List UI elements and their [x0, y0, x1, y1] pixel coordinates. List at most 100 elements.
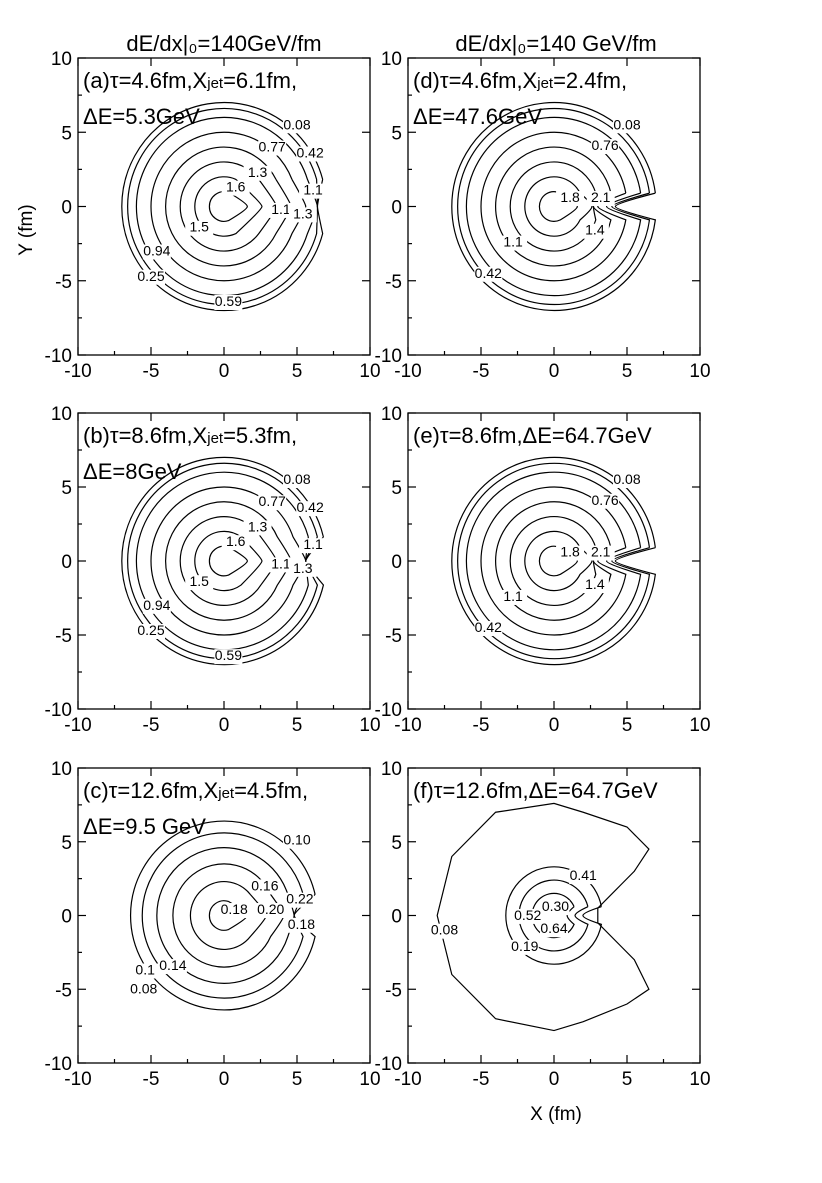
contour-label: 0.42	[297, 499, 324, 515]
y-tick-label: -5	[385, 626, 402, 647]
x-tick-label: 5	[622, 1069, 633, 1090]
contour-label-bg	[158, 959, 187, 975]
contour-label: 0.59	[215, 647, 242, 663]
contour-label: 0.77	[259, 493, 286, 509]
contour-label-bg	[556, 545, 585, 561]
x-tick-label: 10	[359, 361, 380, 382]
x-tick-label: 0	[219, 1069, 230, 1090]
contour-line	[524, 176, 593, 237]
contour-label-bg	[256, 903, 285, 919]
y-tick-label: -10	[45, 1054, 72, 1075]
contour-label-bg	[131, 963, 160, 979]
contour-label: 1.4	[585, 576, 605, 592]
column-title-left: dE/dx|₀=140GeV/fm	[126, 31, 321, 56]
contour-line	[505, 866, 603, 965]
contour-label: 1.6	[226, 179, 246, 195]
x-tick-label: 10	[359, 715, 380, 736]
contour-label: 1.5	[189, 219, 209, 235]
contour-label: 1.1	[503, 588, 523, 604]
contour-label: 1.1	[303, 536, 323, 552]
contour-label-bg	[591, 493, 620, 509]
contour-label: 0.41	[570, 867, 597, 883]
contour-label-bg	[580, 578, 609, 594]
contour-label-bg	[283, 473, 311, 489]
contour-label-bg	[580, 223, 609, 239]
y-tick-label: 5	[61, 123, 72, 144]
y-tick-label: 5	[391, 833, 402, 854]
contour-label-bg	[243, 165, 272, 181]
y-tick-label: -5	[385, 272, 402, 293]
contour-label-bg	[287, 917, 316, 933]
contour-label-bg	[591, 139, 620, 155]
y-tick-label: -10	[45, 700, 72, 721]
x-tick-label: 5	[622, 361, 633, 382]
panel-annotation-rest: =4.5fm,	[234, 778, 308, 803]
contour-label: 0.42	[475, 619, 502, 635]
contour-label-bg	[285, 892, 314, 908]
contour-label: 0.94	[143, 597, 170, 613]
y-tick-label: -10	[375, 346, 402, 367]
contour-label-bg	[613, 473, 641, 489]
y-tick-label: -5	[55, 626, 72, 647]
contour-lines	[436, 802, 650, 1032]
contour-label: 0.42	[475, 265, 502, 281]
contour-line	[194, 176, 263, 237]
contour-label: 0.30	[542, 898, 569, 914]
contour-label: 0.14	[159, 957, 186, 973]
contour-label: 0.22	[286, 891, 313, 907]
x-tick-label: 5	[292, 361, 303, 382]
x-tick-label: 0	[219, 361, 230, 382]
contour-label-bg	[296, 501, 325, 517]
panel-annotation-rest: =6.1fm,	[223, 68, 297, 93]
x-tick-label: -5	[473, 715, 490, 736]
x-tick-label: 10	[359, 1069, 380, 1090]
y-tick-label: 0	[61, 552, 72, 573]
contour-line	[524, 530, 593, 592]
contour-label: 0.10	[283, 832, 310, 848]
contour-label: 0.08	[613, 116, 640, 132]
panel-annotation: (c)τ=12.6fm,Xjet=4.5fm,	[83, 778, 308, 803]
contour-label-bg	[430, 923, 459, 939]
contour-label-bg	[221, 535, 250, 551]
contour-label: 0.25	[137, 622, 164, 638]
contour-label: 1.1	[503, 234, 523, 250]
contour-line	[480, 486, 627, 636]
y-tick-label: -10	[375, 1054, 402, 1075]
contour-label: 0.25	[137, 268, 164, 284]
y-tick-label: -10	[45, 346, 72, 367]
x-tick-label: 0	[549, 361, 560, 382]
contour-label-bg	[283, 118, 311, 134]
contour-label-bg	[220, 903, 249, 919]
contour-label: 0.08	[283, 471, 310, 487]
x-tick-label: -10	[394, 361, 421, 382]
panel-annotation-line2: ΔE=9.5 GeV	[83, 814, 206, 839]
y-tick-label: 0	[391, 552, 402, 573]
contour-label: 1.5	[189, 573, 209, 589]
x-tick-label: 10	[689, 1069, 710, 1090]
contour-label: 1.3	[248, 164, 268, 180]
y-tick-label: 0	[391, 907, 402, 928]
panel-annotation-rest: =5.3fm,	[223, 423, 297, 448]
contour-label: 0.94	[143, 243, 170, 259]
panel-annotation-main: (a)τ=4.6fm,X	[83, 68, 208, 93]
x-tick-label: -10	[64, 715, 91, 736]
contour-label: 1.4	[585, 222, 605, 238]
y-tick-label: 10	[51, 49, 72, 70]
contour-line	[480, 131, 627, 282]
contour-label: 0.1	[135, 962, 155, 978]
contour-line	[451, 456, 657, 666]
contour-label: 0.08	[431, 922, 458, 938]
contour-label: 0.76	[591, 492, 618, 508]
panel-annotation-subscript: jet	[206, 75, 224, 92]
x-tick-label: -5	[143, 715, 160, 736]
x-tick-label: 0	[549, 1069, 560, 1090]
contour-label-bg	[214, 649, 243, 665]
y-tick-label: 5	[61, 833, 72, 854]
column-title-right: dE/dx|₀=140 GeV/fm	[455, 31, 656, 56]
contour-label: 0.20	[257, 901, 284, 917]
contour-label-bg	[214, 294, 243, 310]
